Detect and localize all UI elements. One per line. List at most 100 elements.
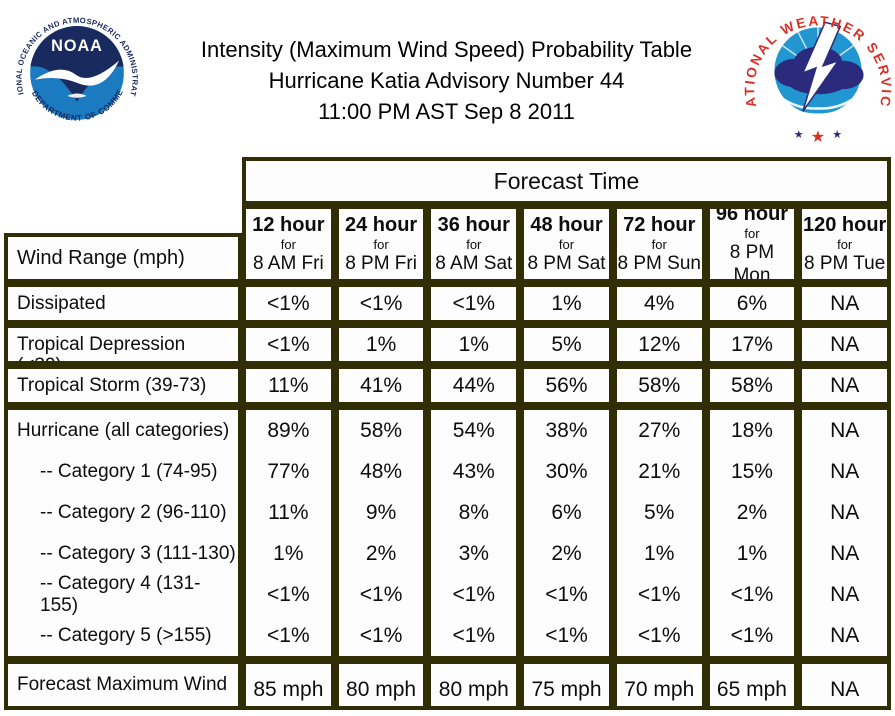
hurricane-block-row: Hurricane (all categories) -- Category 1 … [4,406,892,660]
forecast-valid-time-label: 8 PM Sat [527,253,606,274]
probability-value-cell: 56% [520,365,613,406]
forecast-hour-label: 12 hour [252,214,325,236]
hurricane-label-cell: Hurricane (all categories) -- Category 1 … [4,406,242,660]
probability-value-cell: 43% [452,459,495,483]
max-wind-value-cell: 85 mph [242,660,335,710]
noaa-acronym: NOAA [51,37,103,55]
probability-value-cell: <1% [267,623,310,647]
max-wind-value-cell: NA [798,660,892,710]
forecast-for-label: for [651,237,667,252]
probability-value-cell: 58% [705,365,799,406]
hurricane-category-label: -- Category 4 (131-155) [40,572,201,616]
probability-value-cell: 77% [267,459,310,483]
noaa-shield [30,26,124,102]
column-header-row: Wind Range (mph) 12 hour for 8 AM Fri 24 ho… [4,205,892,283]
forecast-max-wind-label: Forecast Maximum Wind [4,660,242,710]
probability-value-cell: 2% [551,541,582,565]
probability-value-cell: 9% [365,500,397,524]
forecast-for-label: for [837,237,853,252]
max-wind-value-cell: 70 mph [612,660,706,710]
forecast-valid-time-label: 8 AM Fri [252,253,324,274]
table-row: Dissipated <1% <1% <1% 1% 4% 6% NA [4,283,892,324]
probability-value-cell: 11% [242,365,335,406]
row-label: Tropical Depression (<39) [4,324,242,365]
forecast-hour-header-cell: 72 hour for 8 PM Sun [612,205,706,283]
probability-value-cell: NA [830,418,860,442]
forecast-hour-label: 96 hour [715,205,789,225]
probability-value-cell: 54% [452,418,495,442]
noaa-logo: NATIONAL OCEANIC AND ATMOSPHERIC ADMINIS… [10,5,141,137]
nws-wave-icon [779,96,857,110]
probability-value-cell: <1% [545,623,588,647]
star-icon: ★ [811,128,826,146]
probability-value-cell: 1% [334,324,428,365]
forecast-for-label: for [280,237,296,252]
probability-value-cell: <1% [267,582,310,606]
probability-value-cell: <1% [452,623,496,647]
probability-value-cell: 58% [360,418,403,442]
title-block: Intensity (Maximum Wind Speed) Probabili… [150,34,743,127]
probability-value-cell: <1% [730,582,774,606]
probability-value-cell: <1% [359,623,403,647]
hurricane-value-column: NA NA NA NA NA NA [798,406,892,660]
hurricane-value-column: 89% 77% 11% 1% <1% <1% [242,406,335,660]
forecast-hour-header-cell: 48 hour for 8 PM Sat [520,205,613,283]
probability-value-cell: <1% [334,283,428,324]
max-wind-value-cell: 75 mph [520,660,613,710]
probability-value-cell: <1% [452,582,496,606]
probability-value-cell: 41% [334,365,428,406]
row-label: Tropical Storm (39-73) [4,365,242,406]
forecast-hour-header-cell: 24 hour for 8 PM Fri [334,205,428,283]
probability-value-cell: 89% [267,418,310,442]
probability-value-cell: 1% [520,283,613,324]
hurricane-value-column: 27% 21% 5% 1% <1% <1% [612,406,706,660]
probability-value-cell: 1% [736,541,768,565]
max-wind-value-cell: 80 mph [427,660,521,710]
wind-range-cell-wrap: Wind Range (mph) [4,205,242,283]
forecast-for-label: for [744,225,760,241]
forecast-hour-header-cell: 96 hour for 8 PM Mon [705,205,799,283]
probability-value-cell: <1% [427,283,521,324]
probability-value-cell: 27% [638,418,681,442]
forecast-max-wind-row: Forecast Maximum Wind 85 mph 80 mph 80 mph… [4,660,892,710]
hurricane-category-label: -- Category 3 (111-130) [40,542,236,564]
forecast-time-header: Forecast Time [242,157,891,205]
probability-value-cell: <1% [637,623,681,647]
nws-logo: NATIONAL WEATHER SERVICE ★ ★ ★ [742,0,892,146]
probability-value-cell: NA [830,500,860,524]
probability-value-cell: 58% [612,365,706,406]
probability-value-cell: NA [798,283,892,324]
probability-value-cell: 3% [458,541,489,565]
seagull-icon [34,60,120,86]
probability-value-cell: <1% [242,324,335,365]
page-title-line-2: Hurricane Katia Advisory Number 44 [268,68,625,93]
forecast-hour-label: 24 hour [344,214,418,236]
forecast-valid-time-label: 8 PM Fri [345,253,417,274]
probability-value-cell: 15% [730,459,773,483]
page-title-line-3: 11:00 PM AST Sep 8 2011 [318,99,575,124]
hurricane-category-label: Hurricane (all categories) [17,419,230,441]
forecast-time-row: Forecast Time [4,157,891,205]
probability-value-cell: 2% [736,500,768,524]
probability-value-cell: NA [830,623,860,647]
table-row: Tropical Depression (<39)<1%1%1%5%12%17%… [4,324,892,365]
probability-table: Forecast Time Wind Range (mph) 12 hour fo… [4,157,892,710]
probability-value-cell: 1% [644,541,675,565]
probability-value-cell: 8% [458,500,489,524]
probability-value-cell: 11% [268,500,309,524]
max-wind-value-cell: 65 mph [705,660,799,710]
probability-value-cell: <1% [242,283,335,324]
probability-value-cell: 44% [427,365,521,406]
seagull-small-icon [67,93,87,98]
probability-value-cell: 12% [612,324,706,365]
max-wind-value-cell: 80 mph [334,660,428,710]
probability-value-cell: <1% [730,623,774,647]
probability-value-cell: 17% [705,324,799,365]
probability-value-cell: 2% [365,541,397,565]
probability-value-cell: NA [830,459,860,483]
nws-wave2-icon [783,104,853,116]
forecast-for-label: for [373,237,389,252]
simple-rows-container: Dissipated <1% <1% <1% 1% 4% 6% NA Tropical Depr… [4,283,892,406]
probability-value-cell: 30% [545,459,588,483]
star-icon: ★ [794,129,804,141]
